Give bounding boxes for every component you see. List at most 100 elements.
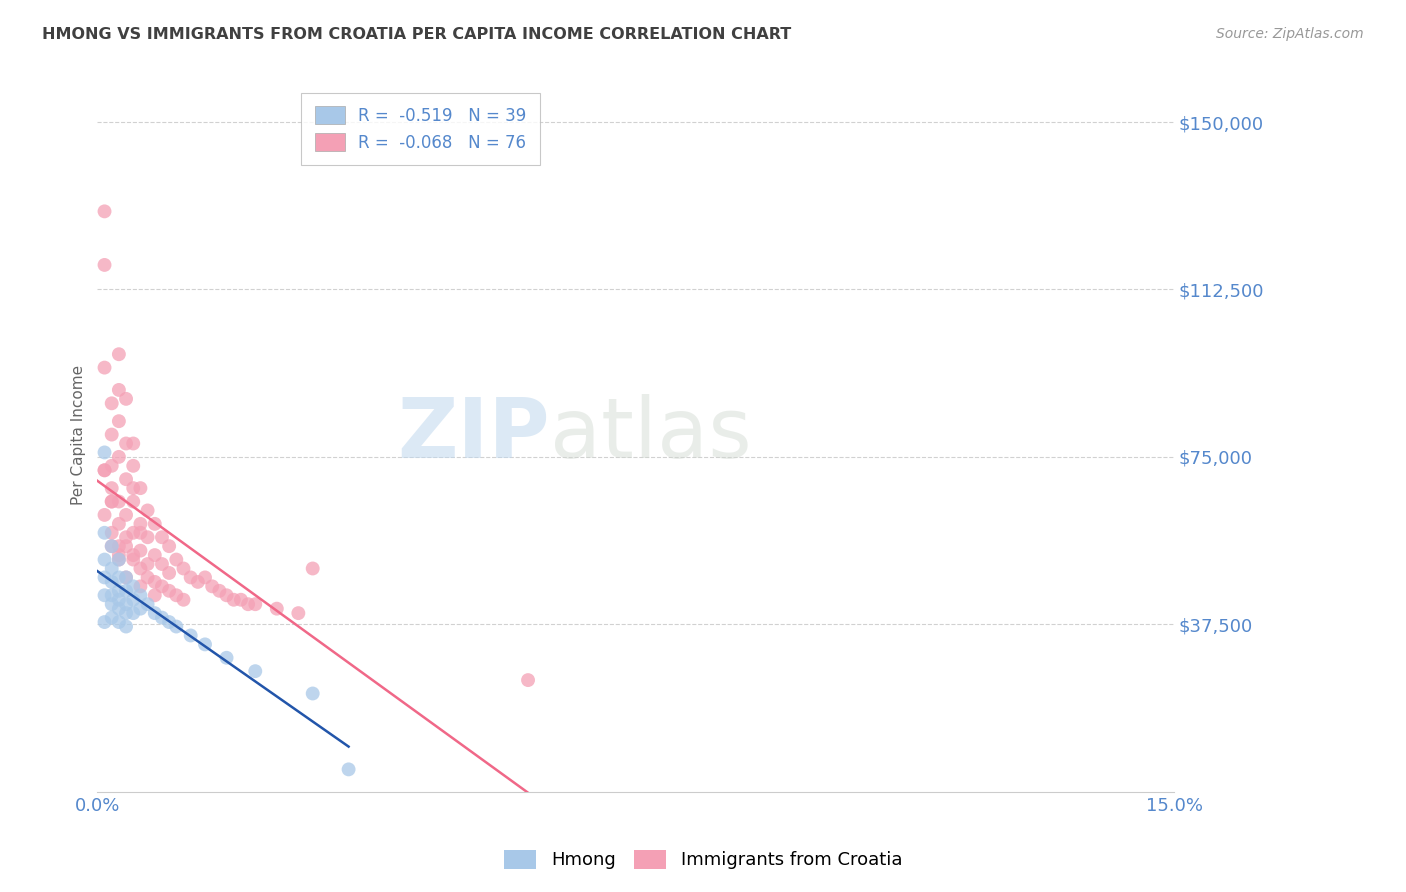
- Point: [301, 686, 323, 700]
- Point: [222, 592, 245, 607]
- Point: [157, 583, 180, 598]
- Point: [201, 579, 224, 593]
- Point: [100, 539, 122, 553]
- Point: [129, 601, 152, 615]
- Point: [108, 383, 131, 397]
- Point: [122, 436, 145, 450]
- Point: [108, 615, 131, 629]
- Point: [100, 494, 122, 508]
- Point: [136, 570, 159, 584]
- Point: [100, 494, 122, 508]
- Point: [115, 570, 138, 584]
- Point: [93, 552, 115, 566]
- Point: [157, 539, 180, 553]
- Point: [115, 570, 138, 584]
- Point: [93, 204, 115, 219]
- Point: [108, 347, 131, 361]
- Point: [245, 597, 267, 611]
- Point: [136, 557, 159, 571]
- Point: [122, 606, 145, 620]
- Point: [115, 472, 138, 486]
- Point: [122, 552, 145, 566]
- Point: [194, 637, 217, 651]
- Point: [115, 619, 138, 633]
- Point: [100, 561, 122, 575]
- Point: [100, 525, 122, 540]
- Point: [115, 392, 138, 406]
- Point: [108, 552, 131, 566]
- Text: atlas: atlas: [550, 394, 751, 475]
- Point: [108, 539, 131, 553]
- Point: [150, 557, 173, 571]
- Point: [129, 516, 152, 531]
- Point: [136, 530, 159, 544]
- Point: [108, 494, 131, 508]
- Text: Source: ZipAtlas.com: Source: ZipAtlas.com: [1216, 27, 1364, 41]
- Point: [122, 525, 145, 540]
- Point: [100, 588, 122, 602]
- Point: [100, 396, 122, 410]
- Point: [93, 615, 115, 629]
- Point: [229, 592, 252, 607]
- Point: [129, 561, 152, 575]
- Point: [100, 574, 122, 589]
- Y-axis label: Per Capita Income: Per Capita Income: [72, 365, 86, 505]
- Point: [136, 503, 159, 517]
- Point: [115, 508, 138, 522]
- Point: [122, 458, 145, 473]
- Point: [115, 583, 138, 598]
- Point: [108, 414, 131, 428]
- Point: [129, 588, 152, 602]
- Point: [100, 427, 122, 442]
- Point: [93, 588, 115, 602]
- Legend: Hmong, Immigrants from Croatia: Hmong, Immigrants from Croatia: [495, 841, 911, 879]
- Point: [150, 579, 173, 593]
- Point: [122, 481, 145, 495]
- Point: [194, 570, 217, 584]
- Point: [245, 664, 267, 678]
- Legend: R =  -0.519   N = 39, R =  -0.068   N = 76: R = -0.519 N = 39, R = -0.068 N = 76: [301, 93, 540, 165]
- Point: [93, 525, 115, 540]
- Point: [136, 597, 159, 611]
- Point: [150, 530, 173, 544]
- Point: [165, 619, 187, 633]
- Point: [129, 579, 152, 593]
- Point: [122, 548, 145, 562]
- Point: [108, 592, 131, 607]
- Point: [108, 552, 131, 566]
- Point: [108, 548, 131, 562]
- Point: [100, 539, 122, 553]
- Point: [115, 597, 138, 611]
- Point: [143, 606, 166, 620]
- Point: [93, 570, 115, 584]
- Point: [236, 597, 259, 611]
- Point: [115, 539, 138, 553]
- Point: [93, 360, 115, 375]
- Point: [143, 588, 166, 602]
- Point: [115, 436, 138, 450]
- Point: [129, 481, 152, 495]
- Point: [215, 588, 238, 602]
- Point: [165, 552, 187, 566]
- Point: [93, 258, 115, 272]
- Point: [108, 601, 131, 615]
- Point: [100, 597, 122, 611]
- Point: [143, 574, 166, 589]
- Point: [122, 579, 145, 593]
- Point: [108, 516, 131, 531]
- Point: [180, 570, 202, 584]
- Point: [108, 570, 131, 584]
- Point: [129, 543, 152, 558]
- Point: [108, 583, 131, 598]
- Point: [93, 463, 115, 477]
- Point: [266, 601, 288, 615]
- Point: [337, 763, 360, 777]
- Point: [93, 508, 115, 522]
- Point: [143, 548, 166, 562]
- Point: [173, 561, 195, 575]
- Point: [122, 592, 145, 607]
- Point: [208, 583, 231, 598]
- Point: [100, 481, 122, 495]
- Point: [301, 561, 323, 575]
- Point: [143, 516, 166, 531]
